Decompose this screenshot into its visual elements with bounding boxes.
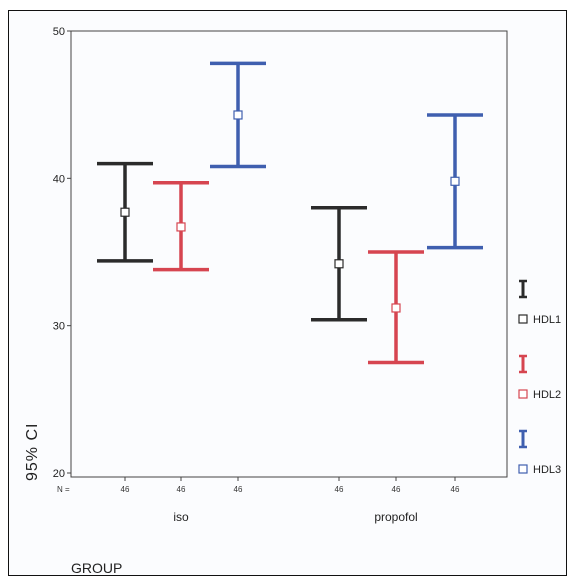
mean-marker — [334, 259, 344, 269]
error-bar-chart: 20 30 40 50 N = 46 46 46 46 46 46 iso propofol 95… — [24, 26, 561, 576]
mean-marker — [450, 176, 460, 186]
error-bar-hdl2-iso — [153, 181, 209, 272]
legend-marker-icon — [518, 314, 528, 324]
n-count-label: 46 — [177, 485, 186, 494]
y-tick-label: 40 — [53, 173, 65, 185]
error-bar-hdl1-iso — [97, 161, 153, 263]
mean-marker — [233, 110, 243, 120]
y-tick-label: 20 — [53, 468, 65, 480]
n-prefix-label: N = — [57, 485, 70, 494]
category-label-propofol: propofol — [374, 510, 417, 524]
error-bar-hdl1-propofol — [311, 206, 367, 322]
plot-area — [70, 30, 508, 478]
legend-item-hdl2: HDL2 — [518, 354, 561, 401]
error-bar-hdl2-propofol — [368, 250, 424, 365]
n-count-label: 46 — [392, 485, 401, 494]
y-axis: 20 30 40 50 — [53, 26, 71, 480]
legend-label: HDL3 — [533, 464, 561, 476]
legend-label: HDL2 — [533, 389, 561, 401]
error-bar-hdl3-iso — [210, 61, 266, 169]
mean-marker — [120, 207, 130, 217]
n-count-label: 46 — [121, 485, 130, 494]
mean-marker — [391, 303, 401, 313]
category-labels: iso propofol — [173, 510, 417, 524]
legend-item-hdl1: HDL1 — [518, 279, 561, 326]
y-tick-label: 30 — [53, 321, 65, 333]
n-count-label: 46 — [234, 485, 243, 494]
n-count-label: 46 — [451, 485, 460, 494]
x-axis-title: GROUP — [71, 560, 122, 576]
n-row: N = 46 46 46 46 46 46 — [57, 477, 460, 494]
error-bar-hdl3-propofol — [427, 113, 483, 250]
error-bars — [97, 61, 483, 365]
chart-frame: 20 30 40 50 N = 46 46 46 46 46 46 iso propofol 95… — [8, 10, 567, 576]
mean-marker — [176, 222, 186, 232]
legend-marker-icon — [518, 464, 528, 474]
legend-label: HDL1 — [533, 314, 561, 326]
legend-marker-icon — [518, 389, 528, 399]
n-count-label: 46 — [335, 485, 344, 494]
legend: HDL1 HDL2 HDL3 — [518, 279, 561, 476]
y-tick-label: 50 — [53, 26, 65, 38]
y-axis-title: 95% CI — [24, 423, 41, 481]
legend-item-hdl3: HDL3 — [518, 429, 561, 476]
category-label-iso: iso — [173, 510, 189, 524]
